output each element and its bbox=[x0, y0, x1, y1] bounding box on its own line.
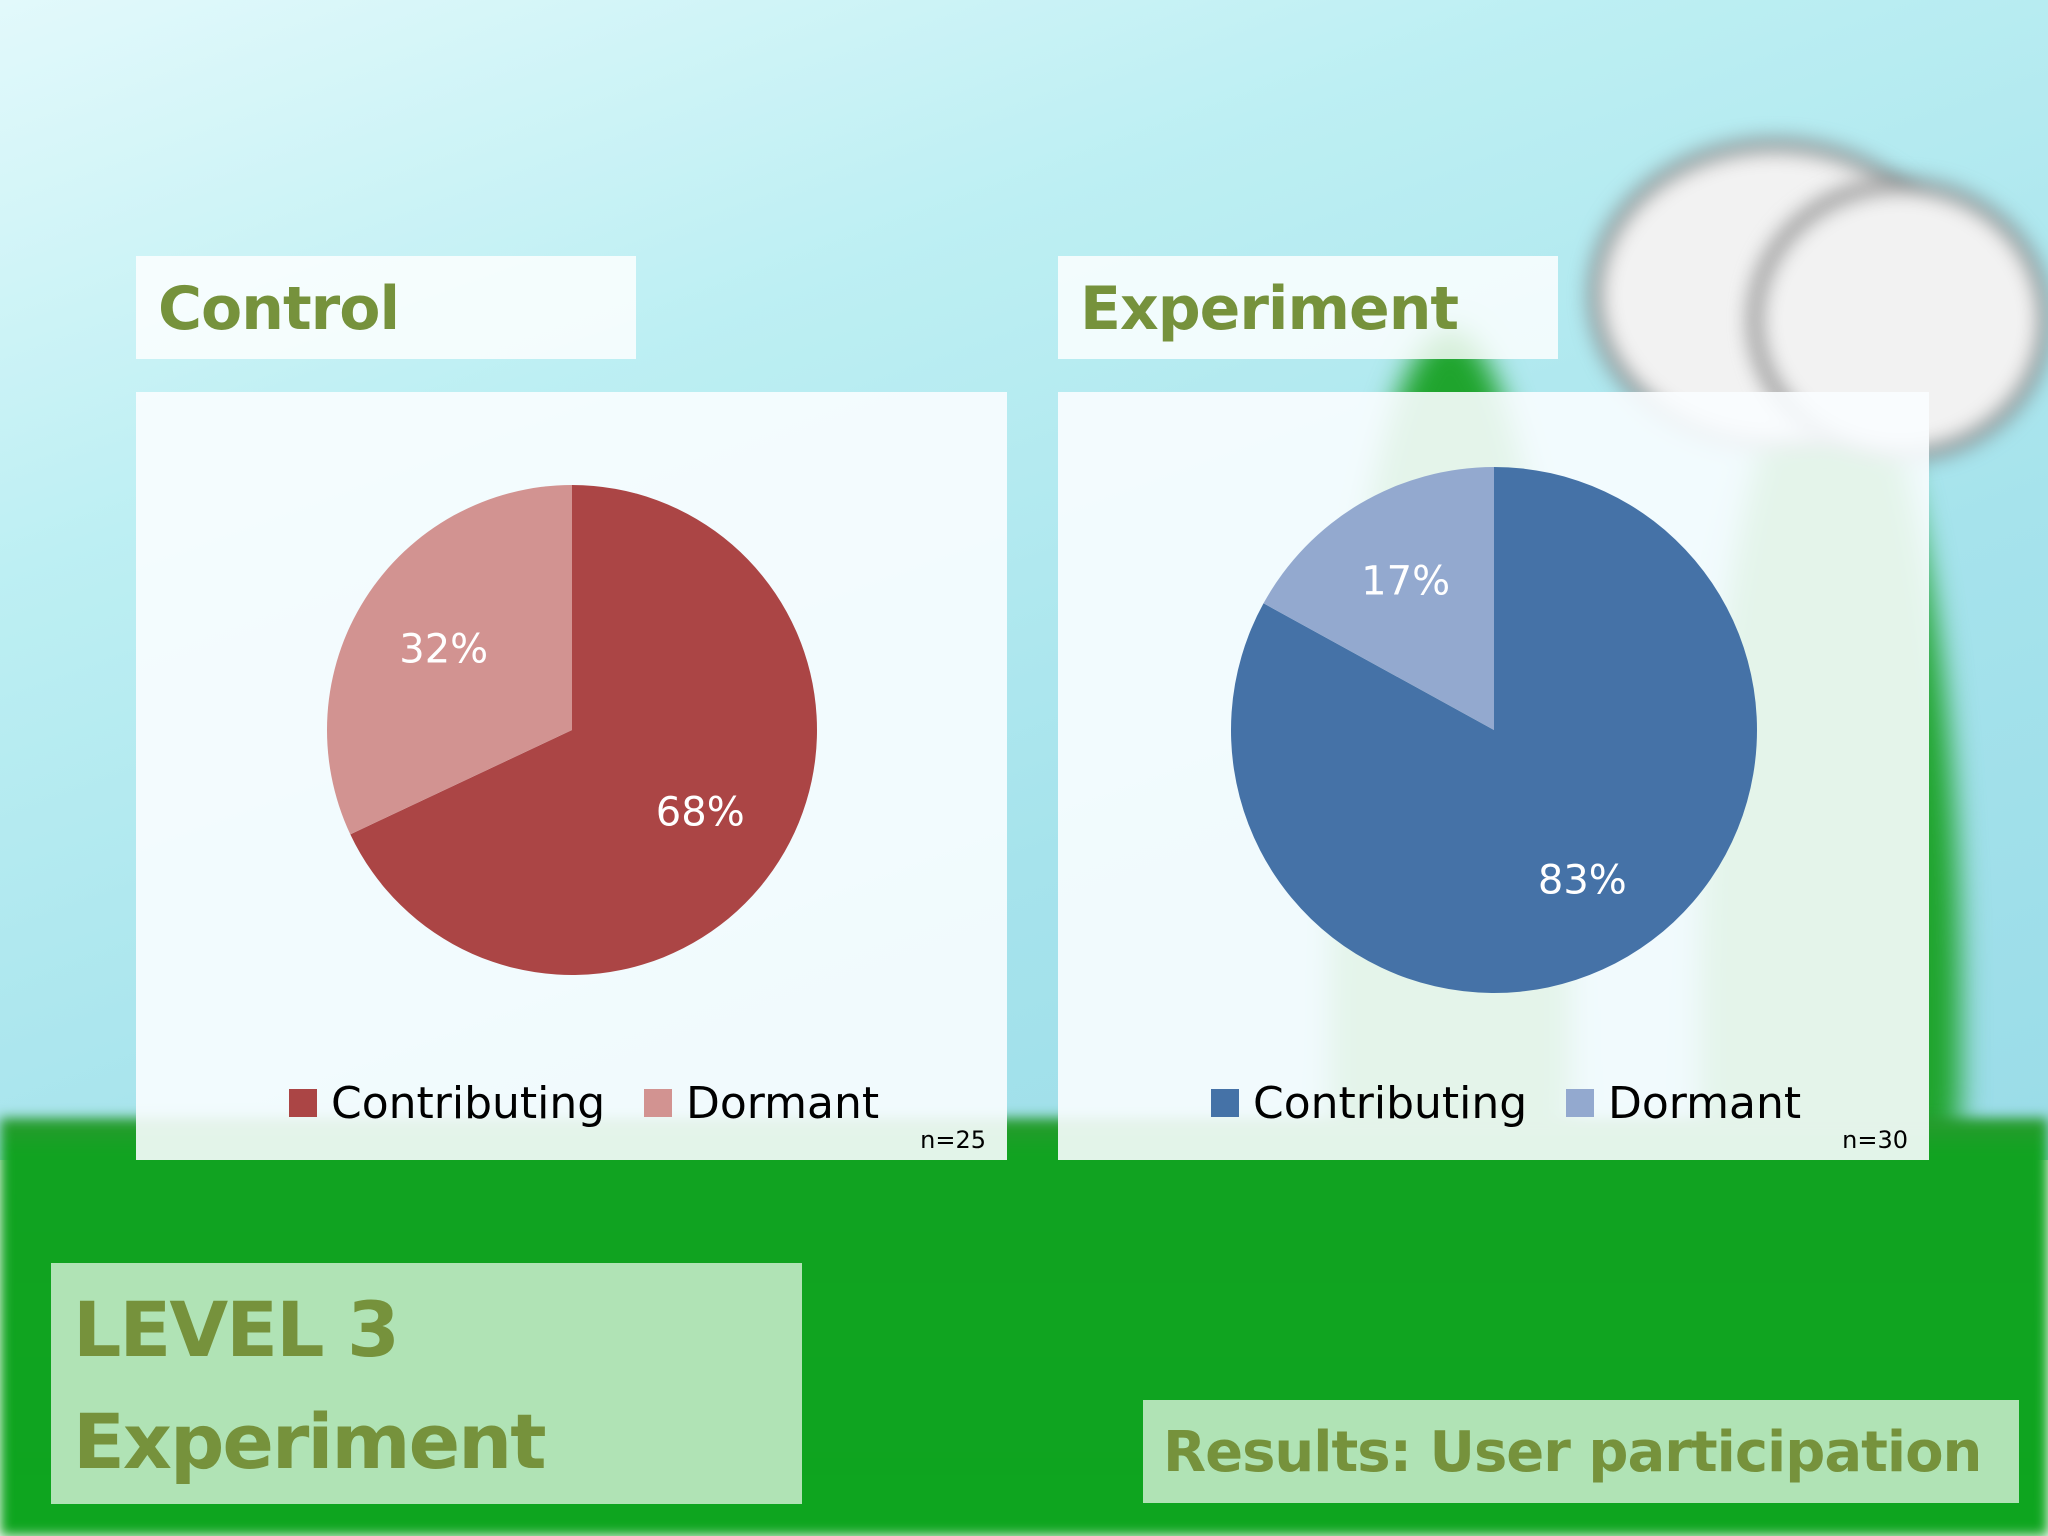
control-legend-swatch-contributing bbox=[289, 1089, 317, 1117]
control-title: Control bbox=[158, 274, 400, 344]
control-slice-dormant bbox=[326, 484, 572, 835]
control-label-dormant: 32% bbox=[399, 627, 488, 673]
results-box: Results: User participation bbox=[1143, 1400, 2019, 1503]
experiment-title-box: Experiment bbox=[1058, 256, 1558, 359]
experiment-legend-swatch-contributing bbox=[1211, 1089, 1239, 1117]
control-chart: 68% 32% Contributing Dormant n=25 bbox=[136, 392, 1007, 1160]
results-title: Results: User participation bbox=[1163, 1420, 1982, 1485]
control-legend-contributing: Contributing bbox=[331, 1078, 605, 1129]
level-title: LEVEL 3 bbox=[73, 1285, 400, 1374]
control-n-label: n=25 bbox=[920, 1126, 986, 1154]
experiment-label-contributing: 83% bbox=[1538, 857, 1627, 903]
experiment-legend-swatch-dormant bbox=[1566, 1089, 1594, 1117]
experiment-legend-dormant: Dormant bbox=[1608, 1078, 1801, 1129]
control-slice-contributing bbox=[350, 485, 817, 975]
level-box: LEVEL 3 Experiment bbox=[51, 1263, 802, 1504]
experiment-n-label: n=30 bbox=[1842, 1126, 1908, 1154]
level-subtitle: Experiment bbox=[73, 1397, 547, 1486]
experiment-chart: 83% 17% Contributing Dormant n=30 bbox=[1058, 392, 1929, 1160]
control-label-contributing: 68% bbox=[656, 789, 745, 835]
control-legend-swatch-dormant bbox=[644, 1089, 672, 1117]
control-title-box: Control bbox=[136, 256, 636, 359]
experiment-slice-contributing bbox=[1231, 467, 1757, 994]
experiment-title: Experiment bbox=[1080, 274, 1459, 344]
control-pie-svg: 68% 32% Contributing Dormant n=25 bbox=[289, 484, 986, 1154]
experiment-legend-contributing: Contributing bbox=[1253, 1078, 1527, 1129]
experiment-pie-svg: 83% 17% Contributing Dormant n=30 bbox=[1211, 467, 1908, 1154]
control-legend-dormant: Dormant bbox=[686, 1078, 879, 1129]
experiment-slice-dormant bbox=[1263, 467, 1494, 730]
experiment-label-dormant: 17% bbox=[1361, 559, 1450, 605]
